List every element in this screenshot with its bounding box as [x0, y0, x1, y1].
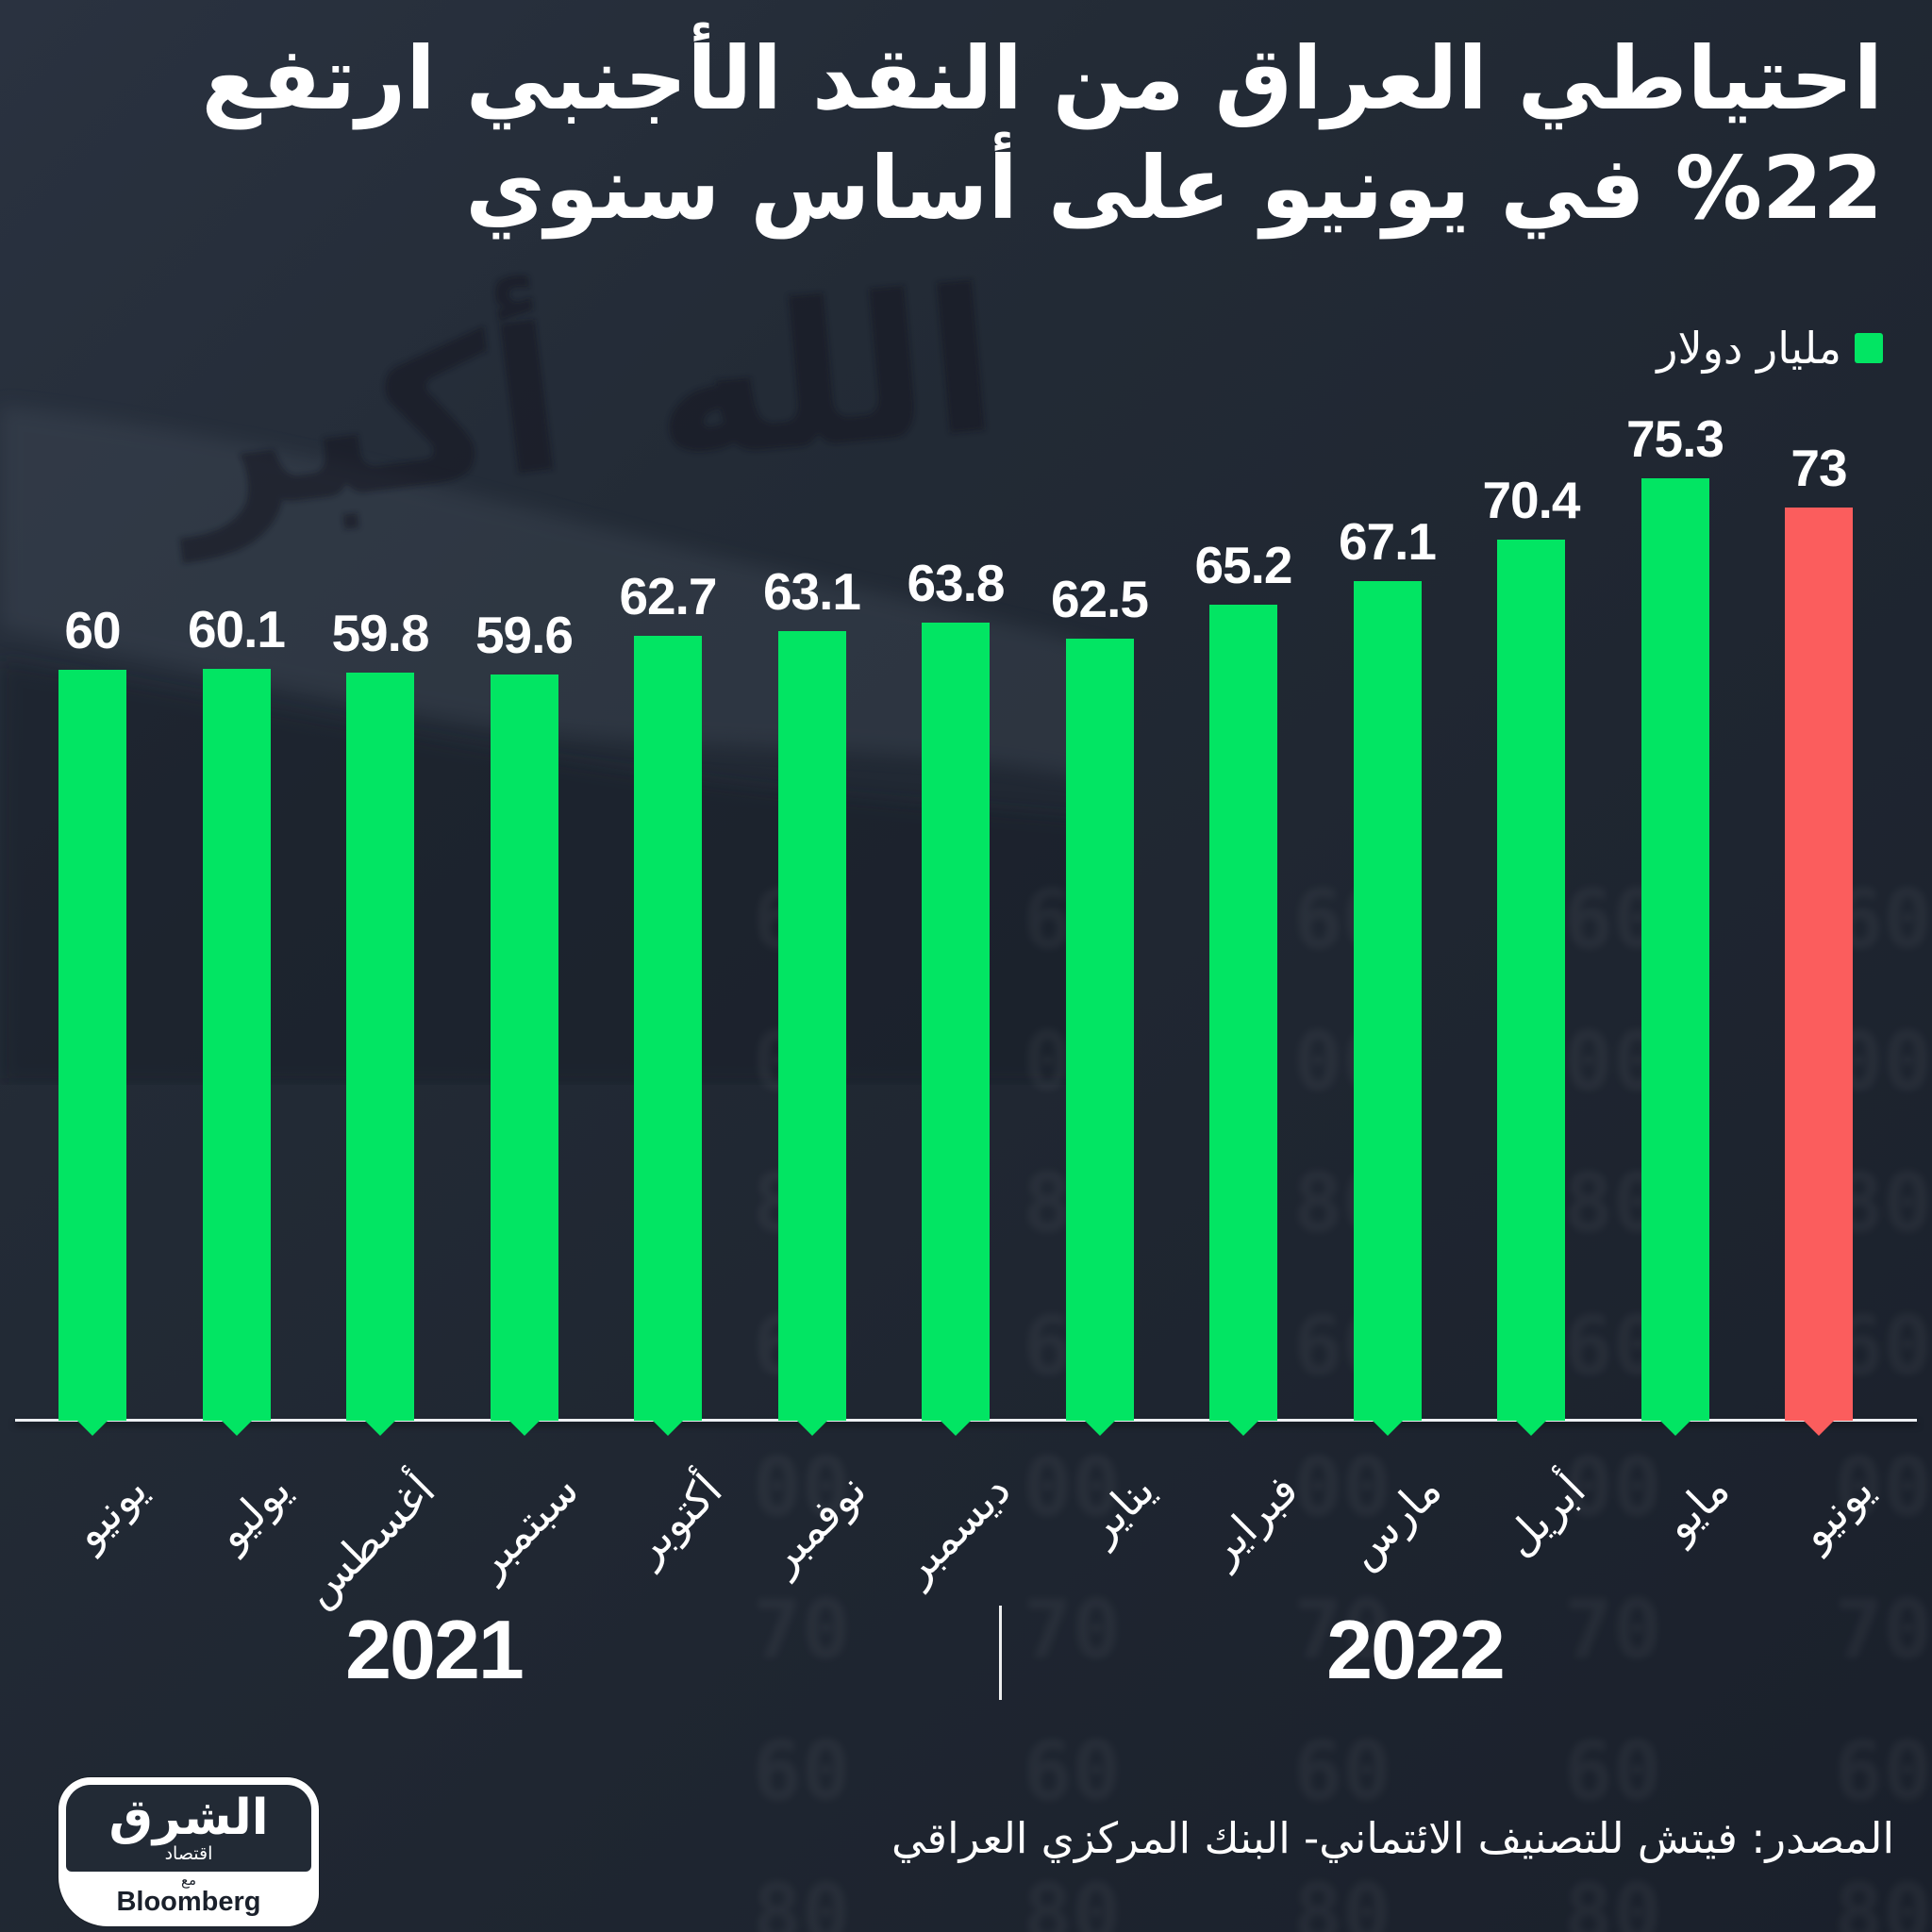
year-divider-line — [999, 1606, 1002, 1700]
bar-value-label: 60.1 — [187, 599, 286, 658]
month-label: مارس — [1337, 1464, 1452, 1578]
bar — [777, 630, 846, 1421]
flag-calligraphy-akbar: أكبر — [153, 271, 575, 564]
month-label: أكتوبر — [622, 1464, 733, 1574]
bar-value-label: 62.5 — [1050, 569, 1149, 628]
flag-calligraphy-allah: الله — [643, 245, 1006, 506]
bar — [202, 668, 271, 1421]
bar-pointer-tip — [508, 1420, 541, 1436]
bar-pointer-tip — [795, 1420, 828, 1436]
bar — [1497, 540, 1565, 1421]
asharq-bloomberg-logo: الشرق اقتصاد مع Bloomberg — [58, 1777, 319, 1926]
legend: مليار دولار — [1657, 323, 1883, 374]
bar — [1209, 605, 1277, 1421]
month-label: يناير — [1074, 1464, 1164, 1553]
logo-bottom-panel: مع Bloomberg — [66, 1872, 311, 1919]
source-text: المصدر: فيتش للتصنيف الائتماني- البنك ال… — [891, 1813, 1894, 1863]
month-label: ديسمبر — [890, 1464, 1021, 1594]
year-label-2021: 2021 — [345, 1603, 525, 1696]
bar — [1065, 638, 1134, 1421]
bar-value-label: 63.1 — [762, 561, 861, 621]
month-label: سبتمبر — [464, 1464, 589, 1589]
bar — [58, 670, 126, 1421]
bar-pointer-tip — [1371, 1420, 1404, 1436]
month-label: فبراير — [1196, 1464, 1308, 1575]
bar-pointer-tip — [76, 1420, 108, 1436]
bar-value-label: 63.8 — [907, 553, 1005, 612]
bar — [922, 622, 990, 1421]
bar — [634, 636, 702, 1421]
bar-pointer-tip — [1803, 1420, 1835, 1436]
month-label: يونيو — [1789, 1464, 1884, 1558]
month-label: يونيو — [62, 1464, 158, 1558]
bar-pointer-tip — [1515, 1420, 1547, 1436]
bar — [490, 675, 558, 1421]
bar — [1353, 580, 1422, 1421]
month-label: مايو — [1653, 1464, 1740, 1551]
bar-value-label: 70.4 — [1482, 471, 1580, 530]
bar-value-label: 73 — [1790, 438, 1847, 497]
legend-swatch — [1855, 333, 1883, 363]
bar-highlighted — [1785, 507, 1853, 1421]
month-label: أبريل — [1493, 1464, 1596, 1566]
page-title: احتياطي العراق من النقد الأجنبي ارتفع %2… — [201, 25, 1884, 243]
title-line-1: احتياطي العراق من النقد الأجنبي ارتفع — [201, 28, 1884, 129]
bar — [346, 672, 414, 1421]
title-line-2: %22 في يونيو على أساس سنوي — [465, 137, 1884, 239]
bar-value-label: 62.7 — [619, 567, 717, 626]
logo-sub-arabic: اقتصاد — [164, 1843, 213, 1864]
bar-value-label: 75.3 — [1625, 409, 1724, 469]
month-label: نوفمبر — [757, 1464, 876, 1584]
bar-pointer-tip — [1658, 1420, 1691, 1436]
bar-pointer-tip — [940, 1420, 972, 1436]
bar-value-label: 65.2 — [1194, 536, 1292, 595]
bar — [1641, 478, 1709, 1421]
logo-top-panel: الشرق اقتصاد — [66, 1785, 311, 1872]
bar-pointer-tip — [652, 1420, 684, 1436]
logo-bloomberg-wordmark: Bloomberg — [116, 1887, 261, 1918]
bar-pointer-tip — [220, 1420, 253, 1436]
logo-name-arabic: الشرق — [108, 1790, 269, 1846]
bar-value-label: 59.6 — [475, 606, 574, 665]
bar-value-label: 60 — [64, 601, 121, 660]
legend-label: مليار دولار — [1657, 323, 1841, 374]
bar-value-label: 67.1 — [1338, 511, 1437, 571]
month-label: أغسطس — [291, 1464, 445, 1617]
month-label: يوليو — [206, 1464, 301, 1559]
year-label-2022: 2022 — [1326, 1603, 1506, 1696]
bar-pointer-tip — [1083, 1420, 1116, 1436]
bar-pointer-tip — [1227, 1420, 1259, 1436]
logo-with-word: مع — [180, 1872, 197, 1890]
bar-value-label: 59.8 — [331, 603, 429, 662]
bar-pointer-tip — [364, 1420, 396, 1436]
